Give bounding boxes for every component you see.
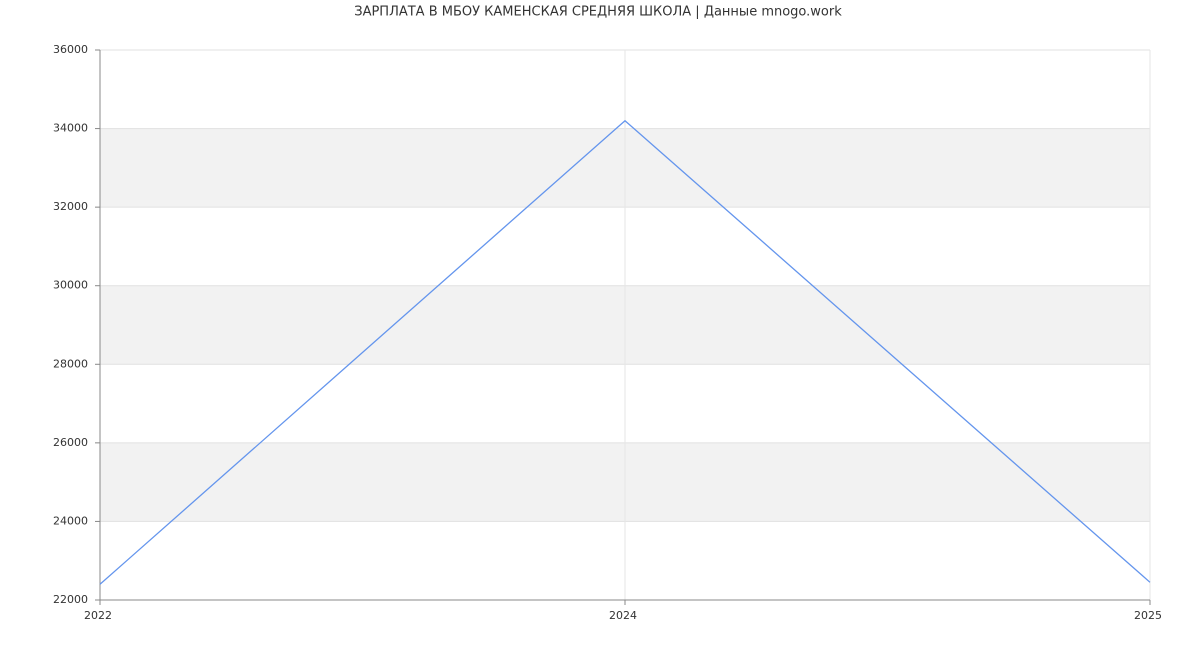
data-line: [99, 119, 1151, 585]
y-tick-label: 32000: [53, 200, 88, 213]
x-tick-label: 2024: [609, 609, 637, 622]
x-tick-label: 2025: [1134, 609, 1162, 622]
y-tick-label: 22000: [53, 593, 88, 606]
x-tick-label: 2022: [84, 609, 112, 622]
y-tick-label: 24000: [53, 514, 88, 527]
y-tick-label: 30000: [53, 279, 88, 292]
y-tick-label: 34000: [53, 122, 88, 135]
y-tick-label: 26000: [53, 436, 88, 449]
y-tick-label: 28000: [53, 357, 88, 370]
y-tick-label: 36000: [53, 43, 88, 56]
chart-title: ЗАРПЛАТА В МБОУ КАМЕНСКАЯ СРЕДНЯЯ ШКОЛА …: [354, 5, 842, 20]
